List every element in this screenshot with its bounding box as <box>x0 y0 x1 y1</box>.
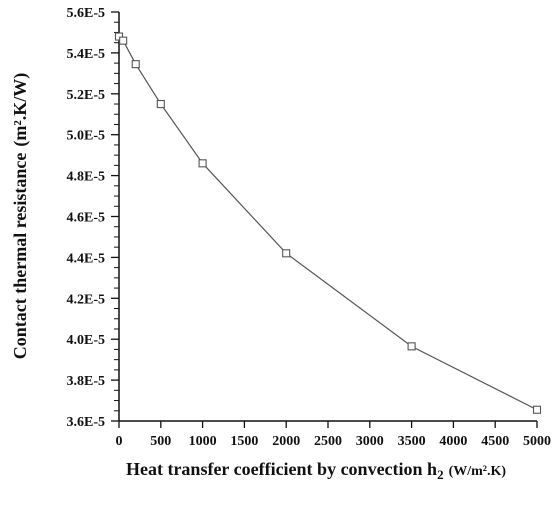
y-tick-label: 5.4E-5 <box>67 47 106 62</box>
x-tick-label: 5000 <box>523 434 551 449</box>
x-axis-title-main: Heat transfer coefficient by convection … <box>126 459 437 479</box>
y-tick-label: 4.8E-5 <box>67 170 106 185</box>
y-axis-title-main: Contact thermal resistance <box>10 153 30 360</box>
x-tick-label: 4500 <box>481 434 509 449</box>
x-tick-label: 500 <box>150 434 171 449</box>
y-tick-label: 3.8E-5 <box>67 374 106 389</box>
x-tick-label: 0 <box>116 434 123 449</box>
x-tick-label: 3500 <box>398 434 426 449</box>
data-point <box>407 342 416 351</box>
data-point <box>131 60 140 69</box>
data-point <box>532 405 542 414</box>
y-tick-label: 5.0E-5 <box>67 129 106 144</box>
data-point <box>114 32 124 41</box>
y-tick-label: 5.6E-5 <box>67 6 106 21</box>
x-axis-title-subscript: 2 <box>437 467 444 482</box>
y-tick-label: 4.2E-5 <box>67 292 106 307</box>
x-tick-label: 3000 <box>356 434 384 449</box>
data-point <box>156 99 165 109</box>
x-axis-title: Heat transfer coefficient by convection … <box>126 459 506 482</box>
y-axis-title: Contact thermal resistance (m².K/W) <box>10 73 31 360</box>
y-axis-title-unit: (m².K/W) <box>10 73 31 147</box>
y-minor-ticks <box>114 21 119 412</box>
y-tick-labels: 3.6E-5 3.8E-5 4.0E-5 4.2E-5 4.4E-5 4.6E-5 4.8E… <box>67 6 106 430</box>
x-tick-labels: 0 500 1000 1500 2000 2500 3000 3500 4000 4500 5000 <box>116 434 552 449</box>
x-tick-label: 1000 <box>189 434 217 449</box>
data-markers <box>114 32 542 414</box>
data-point <box>198 159 207 168</box>
x-tick-label: 4000 <box>439 434 467 449</box>
y-tick-label: 4.4E-5 <box>67 251 106 266</box>
x-tick-label: 1500 <box>230 434 258 449</box>
y-tick-label: 3.6E-5 <box>67 415 106 430</box>
y-tick-label: 5.2E-5 <box>67 88 106 103</box>
data-point <box>119 36 128 45</box>
y-major-ticks <box>111 11 119 422</box>
y-tick-label: 4.0E-5 <box>67 333 106 348</box>
x-tick-label: 2000 <box>272 434 300 449</box>
y-tick-label: 4.6E-5 <box>67 211 106 226</box>
x-axis-title-unit: (W/m².K) <box>449 464 507 479</box>
x-ticks <box>118 421 538 428</box>
x-tick-label: 2500 <box>314 434 342 449</box>
data-point <box>282 249 291 258</box>
